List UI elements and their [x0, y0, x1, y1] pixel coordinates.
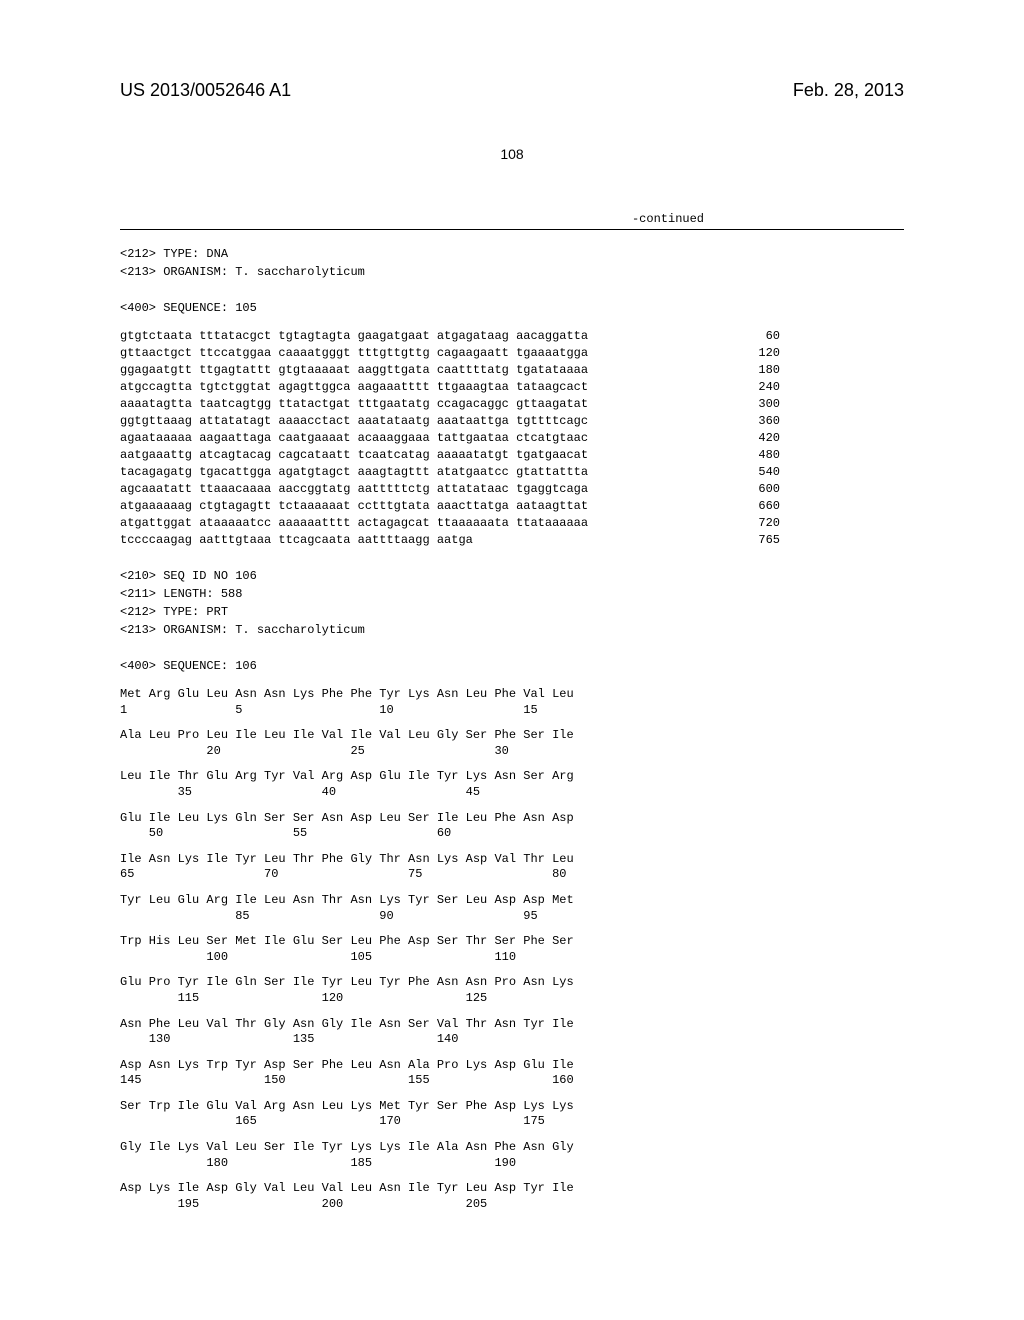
dna-sequence-position: 420	[740, 431, 780, 445]
seq-header-line: <211> LENGTH: 588	[120, 585, 904, 603]
sequence-106-body: Met Arg Glu Leu Asn Asn Lys Phe Phe Tyr …	[120, 687, 904, 1212]
protein-sequence-block: Met Arg Glu Leu Asn Asn Lys Phe Phe Tyr …	[120, 687, 904, 718]
dna-sequence-line: tacagagatg tgacattgga agatgtagct aaagtag…	[120, 465, 780, 479]
dna-sequence-line: ggtgttaaag attatatagt aaaacctact aaatata…	[120, 414, 780, 428]
dna-sequence-position: 360	[740, 414, 780, 428]
continued-label: -continued	[120, 212, 904, 226]
dna-sequence-line: ggagaatgtt ttgagtattt gtgtaaaaat aaggttg…	[120, 363, 780, 377]
dna-sequence-position: 240	[740, 380, 780, 394]
dna-sequence-position: 120	[740, 346, 780, 360]
dna-sequence-text: aaaatagtta taatcagtgg ttatactgat tttgaat…	[120, 397, 588, 411]
dna-sequence-line: aaaatagtta taatcagtgg ttatactgat tttgaat…	[120, 397, 780, 411]
dna-sequence-position: 600	[740, 482, 780, 496]
dna-sequence-text: gtgtctaata tttatacgct tgtagtagta gaagatg…	[120, 329, 588, 343]
dna-sequence-line: atgaaaaaag ctgtagagtt tctaaaaaat cctttgt…	[120, 499, 780, 513]
dna-sequence-line: atgccagtta tgtctggtat agagttggca aagaaat…	[120, 380, 780, 394]
dna-sequence-line: agaataaaaa aagaattaga caatgaaaat acaaagg…	[120, 431, 780, 445]
seq-header-line: <213> ORGANISM: T. saccharolyticum	[120, 621, 904, 639]
protein-sequence-block: Glu Pro Tyr Ile Gln Ser Ile Tyr Leu Tyr …	[120, 975, 904, 1006]
dna-sequence-text: ggagaatgtt ttgagtattt gtgtaaaaat aaggttg…	[120, 363, 588, 377]
protein-sequence-block: Ile Asn Lys Ile Tyr Leu Thr Phe Gly Thr …	[120, 852, 904, 883]
protein-sequence-block: Trp His Leu Ser Met Ile Glu Ser Leu Phe …	[120, 934, 904, 965]
dna-sequence-text: atgattggat ataaaaatcc aaaaaatttt actagag…	[120, 516, 588, 530]
dna-sequence-position: 765	[740, 533, 780, 547]
dna-sequence-line: atgattggat ataaaaatcc aaaaaatttt actagag…	[120, 516, 780, 530]
dna-sequence-text: atgaaaaaag ctgtagagtt tctaaaaaat cctttgt…	[120, 499, 588, 513]
protein-sequence-block: Asn Phe Leu Val Thr Gly Asn Gly Ile Asn …	[120, 1017, 904, 1048]
dna-sequence-text: atgccagtta tgtctggtat agagttggca aagaaat…	[120, 380, 588, 394]
dna-sequence-text: tccccaagag aatttgtaaa ttcagcaata aatttta…	[120, 533, 473, 547]
dna-sequence-position: 480	[740, 448, 780, 462]
dna-sequence-line: agcaaatatt ttaaacaaaa aaccggtatg aattttt…	[120, 482, 780, 496]
dna-sequence-line: aatgaaattg atcagtacag cagcataatt tcaatca…	[120, 448, 780, 462]
protein-sequence-block: Glu Ile Leu Lys Gln Ser Ser Asn Asp Leu …	[120, 811, 904, 842]
protein-sequence-block: Ser Trp Ile Glu Val Arg Asn Leu Lys Met …	[120, 1099, 904, 1130]
dna-sequence-position: 720	[740, 516, 780, 530]
dna-sequence-text: gttaactgct ttccatggaa caaaatgggt tttgttg…	[120, 346, 588, 360]
protein-sequence-block: Tyr Leu Glu Arg Ile Leu Asn Thr Asn Lys …	[120, 893, 904, 924]
dna-sequence-position: 300	[740, 397, 780, 411]
seq-header-line: <400> SEQUENCE: 105	[120, 299, 904, 317]
seq-header-line: <400> SEQUENCE: 106	[120, 657, 904, 675]
dna-sequence-text: agaataaaaa aagaattaga caatgaaaat acaaagg…	[120, 431, 588, 445]
sequence-106-header: <210> SEQ ID NO 106<211> LENGTH: 588<212…	[120, 567, 904, 675]
dna-sequence-position: 660	[740, 499, 780, 513]
seq-header-line	[120, 639, 904, 657]
sequence-105-body: gtgtctaata tttatacgct tgtagtagta gaagatg…	[120, 329, 904, 547]
dna-sequence-line: gtgtctaata tttatacgct tgtagtagta gaagatg…	[120, 329, 780, 343]
protein-sequence-block: Asp Lys Ile Asp Gly Val Leu Val Leu Asn …	[120, 1181, 904, 1212]
dna-sequence-position: 540	[740, 465, 780, 479]
protein-sequence-block: Leu Ile Thr Glu Arg Tyr Val Arg Asp Glu …	[120, 769, 904, 800]
dna-sequence-text: tacagagatg tgacattgga agatgtagct aaagtag…	[120, 465, 588, 479]
dna-sequence-text: ggtgttaaag attatatagt aaaacctact aaatata…	[120, 414, 588, 428]
dna-sequence-position: 60	[740, 329, 780, 343]
dna-sequence-line: tccccaagag aatttgtaaa ttcagcaata aatttta…	[120, 533, 780, 547]
sequence-105-header: <212> TYPE: DNA<213> ORGANISM: T. saccha…	[120, 245, 904, 317]
protein-sequence-block: Ala Leu Pro Leu Ile Leu Ile Val Ile Val …	[120, 728, 904, 759]
document-number: US 2013/0052646 A1	[120, 80, 291, 101]
dna-sequence-line: gttaactgct ttccatggaa caaaatgggt tttgttg…	[120, 346, 780, 360]
dna-sequence-text: agcaaatatt ttaaacaaaa aaccggtatg aattttt…	[120, 482, 588, 496]
page-number: 108	[120, 146, 904, 162]
seq-header-line: <212> TYPE: PRT	[120, 603, 904, 621]
protein-sequence-block: Gly Ile Lys Val Leu Ser Ile Tyr Lys Lys …	[120, 1140, 904, 1171]
seq-header-line: <213> ORGANISM: T. saccharolyticum	[120, 263, 904, 281]
divider-line	[120, 229, 904, 230]
protein-sequence-block: Asp Asn Lys Trp Tyr Asp Ser Phe Leu Asn …	[120, 1058, 904, 1089]
document-date: Feb. 28, 2013	[793, 80, 904, 101]
seq-header-line	[120, 281, 904, 299]
seq-header-line: <210> SEQ ID NO 106	[120, 567, 904, 585]
document-header: US 2013/0052646 A1 Feb. 28, 2013	[120, 80, 904, 101]
seq-header-line: <212> TYPE: DNA	[120, 245, 904, 263]
dna-sequence-position: 180	[740, 363, 780, 377]
dna-sequence-text: aatgaaattg atcagtacag cagcataatt tcaatca…	[120, 448, 588, 462]
